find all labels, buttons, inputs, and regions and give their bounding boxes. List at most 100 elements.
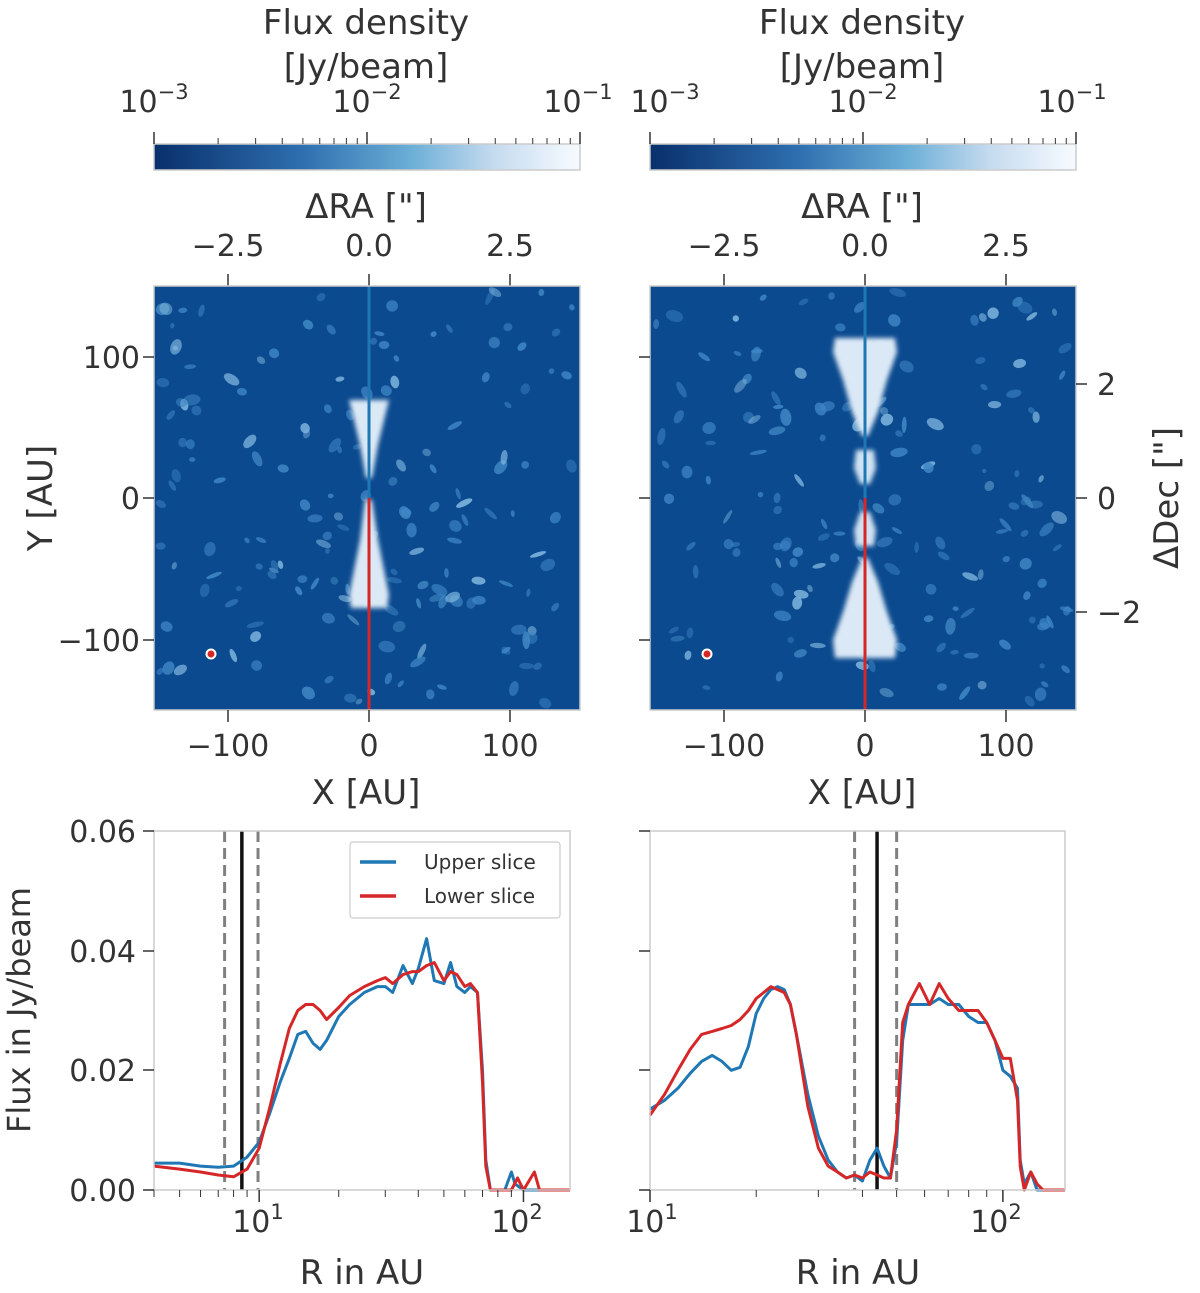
plot-left-ytick-0.04: 0.04: [69, 935, 136, 970]
series-lower-slice: [153, 961, 570, 1192]
noise-speckle: [820, 518, 828, 530]
right-colorbar: Flux density [Jy/beam] 10−3 10−2 10−1: [630, 3, 1107, 171]
map-left-top-tick-2.5: 2.5: [486, 229, 534, 264]
noise-speckle: [1008, 502, 1020, 510]
noise-speckle: [244, 537, 250, 544]
noise-speckle: [437, 684, 447, 690]
right-colorbar-tick-1e-2: 10−2: [828, 80, 897, 120]
noise-speckle: [809, 642, 826, 649]
noise-speckle: [347, 614, 360, 626]
noise-speckle: [1041, 681, 1049, 688]
noise-speckle: [971, 444, 982, 455]
noise-speckle: [705, 440, 716, 446]
noise-speckle: [417, 580, 429, 590]
noise-speckle: [734, 379, 747, 393]
noise-speckle: [814, 402, 827, 416]
noise-speckle: [229, 648, 238, 663]
noise-speckle: [868, 660, 876, 673]
noise-speckle: [488, 336, 500, 349]
noise-speckle: [444, 568, 449, 578]
noise-speckle: [1012, 296, 1023, 307]
noise-speckle: [250, 631, 262, 642]
noise-speckle: [1024, 695, 1035, 707]
noise-speckle: [472, 595, 486, 605]
noise-speckle: [792, 596, 803, 610]
noise-speckle: [798, 298, 809, 306]
noise-speckle: [1023, 591, 1031, 600]
noise-speckle: [501, 646, 511, 655]
noise-speckle: [890, 447, 908, 458]
noise-speckle: [526, 588, 531, 597]
noise-speckle: [665, 310, 684, 322]
noise-speckle: [748, 415, 761, 424]
left-colorbar-tick-1e-1: 10−1: [543, 80, 612, 120]
noise-speckle: [792, 547, 804, 557]
noise-speckle: [732, 548, 741, 557]
noise-speckle: [789, 557, 798, 568]
noise-speckle: [481, 372, 490, 383]
noise-speckle: [431, 584, 448, 596]
noise-speckle: [173, 664, 187, 676]
noise-speckle: [370, 337, 378, 345]
noise-speckle: [702, 685, 711, 690]
noise-speckle: [525, 632, 538, 644]
plot-right-vlines: [853, 831, 899, 1190]
right-colorbar-tick-1e-3: 10−3: [630, 80, 699, 120]
noise-speckle: [156, 667, 164, 675]
noise-speckle: [302, 429, 311, 439]
noise-speckle: [409, 547, 425, 555]
noise-speckle: [390, 375, 400, 389]
noise-speckle: [447, 421, 462, 431]
map-left-ytick-0: 0: [121, 482, 140, 517]
noise-speckle: [156, 377, 170, 388]
noise-speckle: [935, 536, 946, 550]
map-right-dec-axis-label: ΔDec ["]: [1147, 427, 1187, 569]
noise-speckle: [510, 510, 515, 517]
noise-speckle: [1020, 529, 1029, 537]
noise-speckle: [316, 292, 326, 302]
noise-speckle: [301, 686, 315, 700]
noise-speckle: [410, 656, 426, 668]
noise-speckle: [1020, 496, 1032, 506]
noise-speckle: [393, 355, 400, 362]
plot-left-xticks: [153, 1190, 525, 1202]
noise-speckle: [183, 394, 201, 406]
noise-speckle: [538, 288, 545, 297]
noise-speckle: [889, 287, 907, 298]
noise-speckle: [1038, 475, 1044, 483]
noise-speckle: [963, 652, 979, 659]
noise-speckle: [426, 689, 435, 700]
left-colorbar: Flux density [Jy/beam] 10−3 10−2 10−1: [119, 3, 613, 171]
noise-speckle: [352, 444, 362, 450]
noise-speckle: [521, 460, 530, 469]
noise-speckle: [501, 646, 511, 654]
noise-speckle: [533, 662, 542, 670]
noise-speckle: [561, 371, 572, 380]
noise-speckle: [390, 568, 398, 576]
legend-box: [349, 841, 561, 919]
noise-speckle: [999, 518, 1012, 532]
map-right-top-tick-2.5: 2.5: [982, 229, 1030, 264]
plot-left-vlines: [223, 831, 260, 1190]
noise-speckle: [337, 446, 343, 454]
noise-speckle: [835, 323, 846, 332]
noise-speckle: [429, 501, 440, 512]
noise-speckle: [488, 287, 502, 298]
noise-speckle: [794, 367, 807, 379]
noise-speckle: [1017, 301, 1033, 314]
noise-speckle: [166, 410, 176, 420]
right-colorbar-gradient: [649, 143, 1077, 171]
noise-speckle: [884, 562, 901, 576]
noise-speckle: [1006, 389, 1022, 398]
noise-speckle: [891, 527, 903, 535]
noise-speckle: [321, 612, 335, 624]
noise-speckle: [987, 307, 999, 319]
map-right-top-tick-neg2.5: −2.5: [688, 229, 761, 264]
noise-speckle: [185, 439, 195, 450]
noise-speckle: [422, 448, 431, 457]
noise-speckle: [430, 331, 437, 337]
noise-speckle: [384, 672, 393, 685]
noise-speckle: [386, 577, 402, 584]
noise-speckle: [171, 562, 177, 570]
noise-speckle: [168, 480, 177, 491]
